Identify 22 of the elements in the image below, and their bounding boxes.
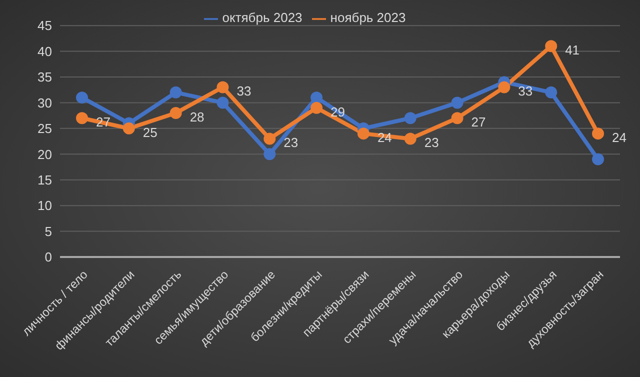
y-tick-label: 40	[38, 44, 52, 59]
data-label: 25	[142, 124, 158, 140]
data-label: 27	[471, 114, 486, 130]
legend-label: ноябрь 2023	[330, 10, 406, 25]
y-tick-label: 25	[38, 121, 52, 136]
y-tick-label: 20	[38, 146, 52, 162]
y-tick-label: 10	[38, 198, 52, 214]
data-label: 33	[518, 84, 533, 99]
data-label: 33	[236, 84, 252, 99]
data-label: 23	[424, 135, 439, 150]
y-tick-label: 5	[44, 224, 52, 239]
data-label: 23	[284, 135, 298, 150]
y-tick-label: 0	[44, 250, 52, 265]
data-label: 29	[330, 104, 346, 120]
y-tick-label: 35	[38, 70, 52, 85]
data-label: 28	[190, 109, 204, 124]
legend-label: октябрь 2023	[222, 10, 302, 25]
y-tick-label: 30	[38, 95, 52, 110]
data-label: 41	[565, 42, 580, 58]
data-label: 24	[612, 130, 626, 146]
y-tick-label: 15	[38, 172, 52, 188]
y-tick-label: 45	[38, 18, 52, 34]
